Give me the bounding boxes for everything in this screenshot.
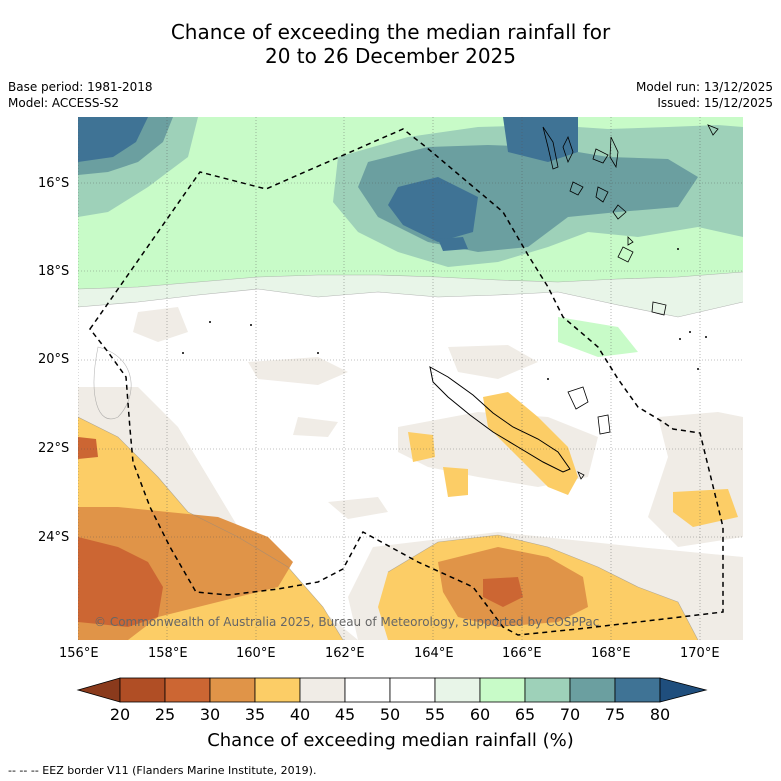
- near-normal-patch-1: [133, 307, 188, 342]
- map-title-line1: Chance of exceeding the median rainfall …: [170, 20, 611, 44]
- eez-footnote: -- -- -- EEZ border V11 (Flanders Marine…: [8, 764, 317, 777]
- lat-label-18s: 18°S: [38, 264, 70, 279]
- dry-patch-3: [673, 489, 738, 527]
- colorbar-cell: [344, 677, 391, 703]
- colorbar-tick-label: 35: [244, 705, 266, 724]
- wet-patch-55: [558, 317, 638, 357]
- colorbar-tick-label: 50: [379, 705, 401, 724]
- colorbar-cell: [614, 677, 661, 703]
- lon-label-158e: 158°E: [148, 646, 188, 661]
- near-normal-patch-6: [648, 412, 743, 547]
- dry-region-40-newcal: [483, 392, 578, 495]
- colorbar-tick-label: 60: [469, 705, 491, 724]
- lon-label-166e: 166°E: [502, 646, 542, 661]
- colorbar-extend-low: [76, 677, 121, 703]
- eez-border: [89, 128, 724, 636]
- colorbar-cell: [164, 677, 211, 703]
- colorbar-cell: [209, 677, 256, 703]
- colorbar-cell: [434, 677, 481, 703]
- map-title-line2: 20 to 26 December 2025: [264, 44, 516, 68]
- rainfall-map: © Commonwealth of Australia 2025, Bureau…: [78, 117, 743, 640]
- small-islands: [182, 248, 707, 380]
- colorbar-tick-label: 55: [424, 705, 446, 724]
- loyalty-islands: [567, 386, 611, 435]
- colorbar: [76, 677, 708, 703]
- colorbar-tick-label: 40: [289, 705, 311, 724]
- lon-label-156e: 156°E: [59, 646, 99, 661]
- model-run-label: Model run: 13/12/2025: [635, 80, 773, 94]
- colorbar-cell: [569, 677, 616, 703]
- dry-region-30-central: [483, 577, 523, 607]
- lat-label-16s: 16°S: [38, 176, 70, 191]
- lon-label-164e: 164°E: [414, 646, 454, 661]
- wet-region-75-small: [438, 237, 468, 251]
- colorbar-tick-label: 25: [154, 705, 176, 724]
- near-normal-patch-4: [293, 417, 338, 437]
- isle-of-pines: [577, 471, 585, 480]
- vanuatu-islands: [542, 124, 719, 316]
- colorbar-cell: [254, 677, 301, 703]
- colorbar-tick-label: 30: [199, 705, 221, 724]
- lon-label-168e: 168°E: [591, 646, 631, 661]
- base-period-label: Base period: 1981-2018: [8, 80, 153, 94]
- lon-label-160e: 160°E: [236, 646, 276, 661]
- dry-patch-2: [443, 467, 468, 497]
- map-copyright: © Commonwealth of Australia 2025, Bureau…: [94, 615, 599, 629]
- colorbar-tick-label: 20: [109, 705, 131, 724]
- colorbar-tick-label: 70: [559, 705, 581, 724]
- colorbar-cell: [119, 677, 166, 703]
- colorbar-tick-label: 75: [604, 705, 626, 724]
- near-normal-patch-2: [248, 357, 348, 385]
- dry-region-30-west: [78, 537, 163, 627]
- colorbar-cell: [479, 677, 526, 703]
- issued-label: Issued: 15/12/2025: [657, 96, 773, 110]
- near-normal-patch-7: [328, 497, 388, 519]
- lon-label-162e: 162°E: [325, 646, 365, 661]
- wet-region-75-west: [78, 117, 148, 162]
- lat-label-22s: 22°S: [38, 441, 70, 456]
- colorbar-cell: [524, 677, 571, 703]
- wet-region-75-central: [388, 177, 478, 242]
- dry-patch-west: [78, 437, 98, 459]
- lat-label-24s: 24°S: [38, 530, 70, 545]
- dry-patch-1: [408, 432, 435, 462]
- near-normal-patch-3: [448, 345, 538, 379]
- new-caledonia-landmass: [429, 366, 571, 473]
- colorbar-tick-label: 80: [649, 705, 671, 724]
- model-label: Model: ACCESS-S2: [8, 96, 120, 110]
- lon-label-170e: 170°E: [680, 646, 720, 661]
- colorbar-cell: [389, 677, 436, 703]
- colorbar-extend-high: [659, 677, 708, 703]
- colorbar-tick-label: 65: [514, 705, 536, 724]
- colorbar-title: Chance of exceeding median rainfall (%): [207, 730, 574, 751]
- graticule: [78, 117, 743, 640]
- colorbar-tick-label: 45: [334, 705, 356, 724]
- colorbar-cell: [299, 677, 346, 703]
- lat-label-20s: 20°S: [38, 352, 70, 367]
- contour-lines: [78, 271, 743, 640]
